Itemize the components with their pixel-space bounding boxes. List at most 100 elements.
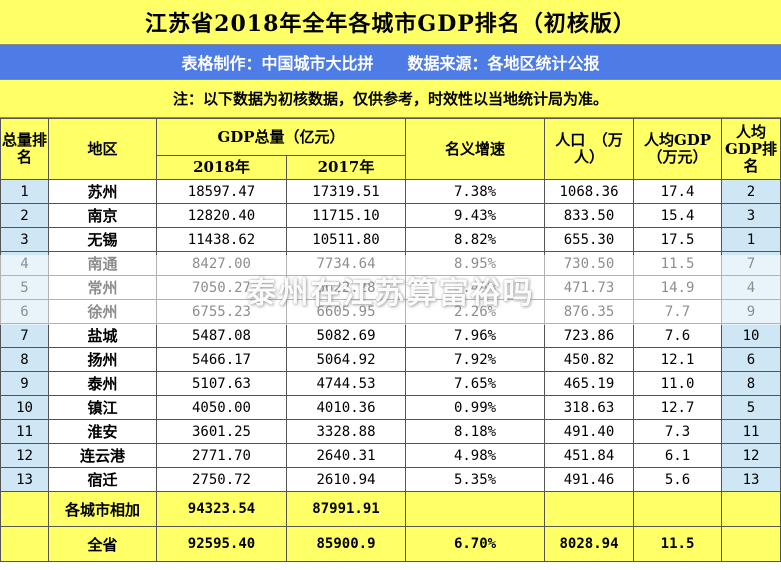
gdp-2017-cell: 17319.51 [285, 179, 407, 204]
rank-cell: 4 [0, 251, 49, 276]
table-body: 1 苏州 18597.47 17319.51 7.38% 1068.36 17.4 2 2 南京 1… [0, 179, 781, 492]
rank-cell: 2 [0, 203, 49, 228]
summary-cell [544, 491, 635, 527]
population-cell: 876.35 [544, 299, 635, 324]
province-gdp-2018: 92595.40 [156, 526, 287, 562]
rank-cell: 5 [0, 275, 49, 300]
per-capita-gdp-cell: 6.1 [633, 443, 723, 468]
gdp-2018-cell: 11438.62 [156, 227, 287, 252]
gdp-2017-cell: 2610.94 [285, 467, 407, 492]
province-population: 8028.94 [544, 526, 635, 562]
data-note: 注：以下数据为初核数据，仅供参考，时效性以当地统计局为准。 [0, 79, 781, 118]
header-gdp-total: GDP总量（亿元） [155, 118, 407, 156]
per-capita-gdp-cell: 17.5 [633, 227, 723, 252]
gdp-2017-cell: 6605.95 [285, 299, 407, 324]
gdp-2018-cell: 2771.70 [156, 443, 287, 468]
gdp-2018-cell: 3601.25 [156, 419, 287, 444]
city-cell: 苏州 [48, 179, 157, 204]
growth-cell: 7.92% [405, 347, 546, 372]
header-2017: 2017年 [285, 155, 407, 180]
summary-cell [0, 491, 49, 527]
table-row: 5 常州 7050.27 6622.28 6.46% 471.73 14.9 4 [0, 275, 781, 300]
summary-gdp-2017: 87991.91 [285, 491, 407, 527]
city-cell: 淮安 [48, 419, 157, 444]
summary-cell [0, 526, 49, 562]
rank-cell: 12 [0, 443, 49, 468]
gdp-2018-cell: 2750.72 [156, 467, 287, 492]
gdp-2018-cell: 5487.08 [156, 323, 287, 348]
summary-gdp-2018: 94323.54 [156, 491, 287, 527]
rank-cell: 9 [0, 371, 49, 396]
growth-cell: 9.43% [405, 203, 546, 228]
per-capita-rank-cell: 4 [721, 275, 781, 300]
per-capita-rank-cell: 10 [721, 323, 781, 348]
province-per-capita-gdp: 11.5 [633, 526, 723, 562]
gdp-2017-cell: 3328.88 [285, 419, 407, 444]
rank-cell: 10 [0, 395, 49, 420]
gdp-2018-cell: 6755.23 [156, 299, 287, 324]
rank-cell: 3 [0, 227, 49, 252]
per-capita-rank-cell: 3 [721, 203, 781, 228]
summary-label: 各城市相加 [48, 491, 157, 527]
gdp-2018-cell: 8427.00 [156, 251, 287, 276]
population-cell: 1068.36 [544, 179, 635, 204]
growth-cell: 8.95% [405, 251, 546, 276]
per-capita-gdp-cell: 11.5 [633, 251, 723, 276]
per-capita-rank-cell: 11 [721, 419, 781, 444]
growth-cell: 7.38% [405, 179, 546, 204]
per-capita-gdp-cell: 12.7 [633, 395, 723, 420]
rank-cell: 11 [0, 419, 49, 444]
header-region: 地区 [48, 118, 157, 180]
population-cell: 471.73 [544, 275, 635, 300]
table-row: 8 扬州 5466.17 5064.92 7.92% 450.82 12.1 6 [0, 347, 781, 372]
population-cell: 318.63 [544, 395, 635, 420]
growth-cell: 2.26% [405, 299, 546, 324]
province-gdp-2017: 85900.9 [285, 526, 407, 562]
per-capita-gdp-cell: 7.6 [633, 323, 723, 348]
growth-cell: 6.46% [405, 275, 546, 300]
growth-cell: 5.35% [405, 467, 546, 492]
gdp-2018-cell: 12820.40 [156, 203, 287, 228]
city-cell: 南通 [48, 251, 157, 276]
info-bar: 表格制作：中国城市大比拼 数据来源：各地区统计公报 [0, 45, 781, 79]
table-row: 6 徐州 6755.23 6605.95 2.26% 876.35 7.7 9 [0, 299, 781, 324]
gdp-2017-cell: 5082.69 [285, 323, 407, 348]
table-row: 4 南通 8427.00 7734.64 8.95% 730.50 11.5 7 [0, 251, 781, 276]
gdp-2017-cell: 11715.10 [285, 203, 407, 228]
city-cell: 扬州 [48, 347, 157, 372]
population-cell: 491.40 [544, 419, 635, 444]
per-capita-rank-cell: 7 [721, 251, 781, 276]
gdp-2017-cell: 6622.28 [285, 275, 407, 300]
page-title: 江苏省2018年全年各城市GDP排名（初核版） [0, 0, 781, 45]
city-cell: 盐城 [48, 323, 157, 348]
per-capita-gdp-cell: 17.4 [633, 179, 723, 204]
per-capita-gdp-cell: 14.9 [633, 275, 723, 300]
growth-cell: 0.99% [405, 395, 546, 420]
gdp-2018-cell: 5107.63 [156, 371, 287, 396]
table-row: 11 淮安 3601.25 3328.88 8.18% 491.40 7.3 11 [0, 419, 781, 444]
gdp-2018-cell: 18597.47 [156, 179, 287, 204]
growth-cell: 7.96% [405, 323, 546, 348]
gdp-2017-cell: 4010.36 [285, 395, 407, 420]
population-cell: 655.30 [544, 227, 635, 252]
summary-row-province: 全省 92595.40 85900.9 6.70% 8028.94 11.5 [0, 526, 781, 562]
gdp-2017-cell: 10511.80 [285, 227, 407, 252]
header-growth: 名义增速 [405, 118, 546, 180]
per-capita-rank-cell: 5 [721, 395, 781, 420]
population-cell: 451.84 [544, 443, 635, 468]
rank-cell: 6 [0, 299, 49, 324]
table-maker: 表格制作：中国城市大比拼 [181, 54, 374, 73]
header-per-capita-rank: 人均GDP排名 [721, 118, 781, 180]
city-cell: 宿迁 [48, 467, 157, 492]
city-cell: 常州 [48, 275, 157, 300]
gdp-ranking-table: 总量排名 地区 GDP总量（亿元） 名义增速 人口 （万人） 人均GDP（万元）… [0, 118, 781, 562]
city-cell: 无锡 [48, 227, 157, 252]
table-row: 10 镇江 4050.00 4010.36 0.99% 318.63 12.7 5 [0, 395, 781, 420]
city-cell: 泰州 [48, 371, 157, 396]
gdp-2018-cell: 7050.27 [156, 275, 287, 300]
population-cell: 730.50 [544, 251, 635, 276]
per-capita-rank-cell: 9 [721, 299, 781, 324]
table-row: 2 南京 12820.40 11715.10 9.43% 833.50 15.4 3 [0, 203, 781, 228]
per-capita-rank-cell: 13 [721, 467, 781, 492]
per-capita-rank-cell: 1 [721, 227, 781, 252]
